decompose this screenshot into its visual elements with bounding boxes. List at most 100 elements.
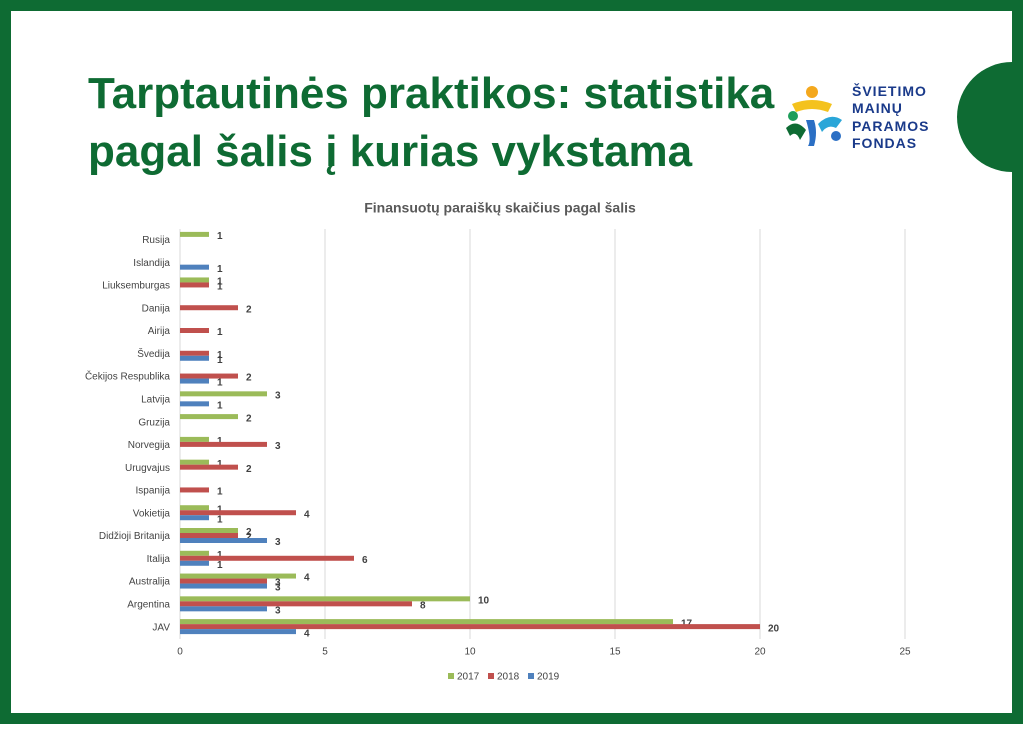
y-tick-label: Islandija bbox=[133, 258, 170, 269]
x-tick-label: 25 bbox=[899, 647, 911, 658]
data-label: 2 bbox=[246, 413, 252, 424]
x-tick-label: 10 bbox=[464, 647, 476, 658]
bar bbox=[180, 231, 209, 237]
y-tick-label: Rusija bbox=[142, 235, 170, 246]
bar bbox=[180, 328, 209, 333]
data-label: 4 bbox=[304, 628, 310, 639]
bar bbox=[180, 391, 267, 397]
x-tick-label: 20 bbox=[754, 647, 766, 658]
bar bbox=[180, 578, 267, 584]
bar bbox=[180, 528, 238, 533]
bar bbox=[180, 378, 209, 384]
data-label: 1 bbox=[217, 550, 223, 561]
data-label: 1 bbox=[217, 277, 223, 288]
data-label: 6 bbox=[362, 555, 368, 566]
logo-icon bbox=[786, 86, 842, 146]
bar bbox=[180, 436, 209, 442]
data-label: 1 bbox=[217, 350, 223, 361]
data-label: 4 bbox=[304, 509, 310, 520]
data-label: 2 bbox=[246, 532, 252, 543]
legend-swatch bbox=[488, 673, 494, 679]
bar bbox=[180, 350, 209, 356]
bar bbox=[180, 596, 470, 602]
data-label: 1 bbox=[217, 282, 223, 293]
logo-text: PARAMOS bbox=[852, 118, 930, 134]
legend-label: 2017 bbox=[457, 672, 480, 683]
data-label: 1 bbox=[217, 327, 223, 338]
bar bbox=[180, 624, 760, 630]
data-label: 3 bbox=[275, 583, 281, 594]
bar bbox=[180, 459, 209, 465]
y-tick-label: Norvegija bbox=[128, 440, 171, 451]
bar bbox=[180, 305, 238, 311]
bar bbox=[180, 619, 673, 625]
y-tick-label: Čekijos Respublika bbox=[85, 370, 170, 383]
data-label: 4 bbox=[304, 573, 310, 584]
title-line: Tarptautinės praktikos: statistika bbox=[88, 69, 775, 118]
legend-swatch bbox=[528, 673, 534, 679]
data-label: 1 bbox=[217, 264, 223, 275]
y-tick-label: JAV bbox=[152, 622, 170, 633]
data-label: 1 bbox=[217, 514, 223, 525]
logo-text: FONDAS bbox=[852, 135, 917, 151]
legend-label: 2018 bbox=[497, 672, 520, 683]
bar bbox=[180, 606, 267, 612]
data-label: 2 bbox=[246, 464, 252, 475]
y-tick-label: Švedija bbox=[137, 347, 170, 360]
y-tick-label: Argentina bbox=[127, 599, 170, 610]
y-tick-label: Gruzija bbox=[138, 417, 170, 428]
data-label: 2 bbox=[246, 527, 252, 538]
y-tick-label: Italija bbox=[147, 554, 171, 565]
bar bbox=[180, 277, 209, 283]
data-label: 8 bbox=[420, 600, 426, 611]
y-tick-label: Urugvajus bbox=[125, 463, 170, 474]
data-label: 10 bbox=[478, 595, 490, 606]
bar bbox=[180, 533, 238, 538]
bar bbox=[180, 414, 238, 420]
bar bbox=[180, 538, 267, 543]
y-tick-label: Danija bbox=[142, 303, 171, 314]
data-label: 3 bbox=[275, 390, 281, 401]
bar bbox=[180, 510, 296, 516]
data-label: 1 bbox=[217, 355, 223, 366]
logo-text: ŠVIETIMO bbox=[852, 82, 927, 99]
data-label: 2 bbox=[246, 373, 252, 384]
bar bbox=[180, 573, 296, 579]
bar bbox=[180, 505, 209, 511]
slide-body bbox=[11, 11, 1012, 713]
logo-text: MAINŲ bbox=[852, 100, 903, 116]
data-label: 3 bbox=[275, 578, 281, 589]
data-label: 20 bbox=[768, 623, 780, 634]
bar bbox=[180, 401, 209, 407]
data-label: 17 bbox=[681, 618, 693, 629]
data-label: 1 bbox=[217, 487, 223, 498]
bar bbox=[180, 264, 209, 270]
data-label: 3 bbox=[275, 537, 281, 548]
y-tick-label: Vokietija bbox=[133, 508, 171, 519]
y-tick-label: Airija bbox=[148, 326, 171, 337]
data-label: 3 bbox=[275, 441, 281, 452]
chart-title: Finansuotų paraiškų skaičius pagal šalis bbox=[364, 200, 636, 216]
y-tick-label: Ispanija bbox=[136, 486, 171, 497]
data-label: 1 bbox=[217, 560, 223, 571]
bar bbox=[180, 355, 209, 361]
title-line: pagal šalis į kurias vykstama bbox=[88, 127, 693, 176]
bar bbox=[180, 373, 238, 379]
legend-label: 2019 bbox=[537, 672, 560, 683]
data-label: 1 bbox=[217, 231, 223, 242]
bar bbox=[180, 555, 354, 561]
data-label: 1 bbox=[217, 459, 223, 470]
y-tick-label: Australija bbox=[129, 577, 171, 588]
bar bbox=[180, 629, 296, 635]
x-tick-label: 0 bbox=[177, 647, 183, 658]
data-label: 1 bbox=[217, 436, 223, 447]
bar bbox=[180, 560, 209, 566]
decor-circle bbox=[957, 62, 1012, 172]
data-label: 2 bbox=[246, 304, 252, 315]
data-label: 1 bbox=[217, 400, 223, 411]
bar bbox=[180, 583, 267, 589]
bar bbox=[180, 441, 267, 447]
bar bbox=[180, 601, 412, 607]
